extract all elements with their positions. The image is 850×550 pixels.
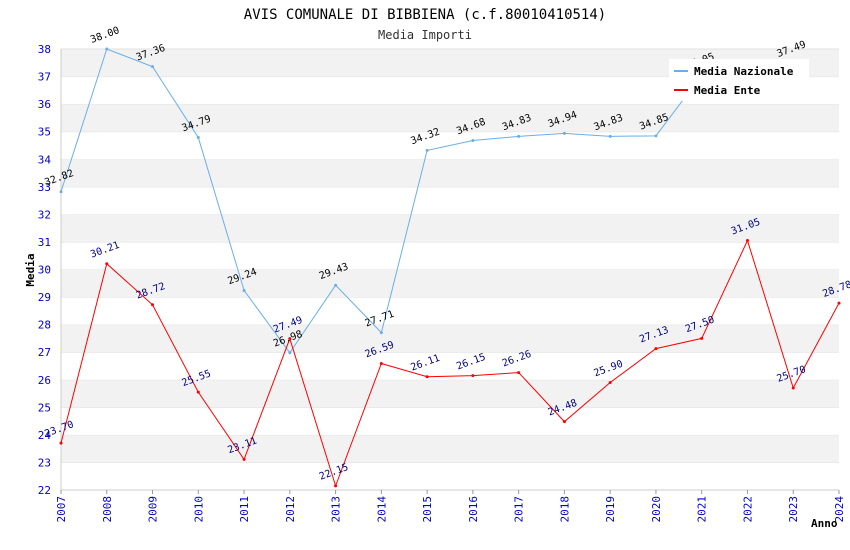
- data-point-ente: [334, 484, 338, 488]
- data-point-ente: [242, 457, 246, 461]
- data-point-ente: [471, 374, 475, 378]
- data-point-ente: [425, 375, 429, 379]
- y-tick-label: 33: [38, 181, 51, 194]
- y-tick-labels: 22 23 24 25 26 27 28 29 30 31 32 33 34 35 36 37 38: [38, 43, 52, 497]
- data-point-ente: [791, 386, 795, 390]
- y-tick-label: 34: [38, 153, 52, 166]
- x-tick-label: 2009: [147, 496, 160, 523]
- data-point-ente: [196, 390, 200, 394]
- data-point-ente: [654, 347, 658, 351]
- grid-band: [61, 379, 839, 408]
- y-tick-label: 37: [38, 71, 51, 84]
- x-tick-label: 2007: [55, 496, 68, 523]
- data-point-nazionale: [334, 283, 338, 287]
- legend: Media Nazionale Media Ente: [669, 59, 809, 101]
- y-tick-label: 32: [38, 208, 51, 221]
- data-point-nazionale: [471, 139, 475, 143]
- y-tick-label: 30: [38, 264, 51, 277]
- y-tick-label: 23: [38, 456, 51, 469]
- x-tick-label: 2012: [284, 496, 297, 523]
- x-tick-labels: 2007 2008 2009 2010 2011 2012 2013 2014 2015 2016…: [55, 490, 846, 523]
- y-tick-label: 26: [38, 374, 51, 387]
- data-point-ente: [288, 337, 292, 341]
- x-tick-label: 2022: [741, 496, 754, 523]
- grid-band: [61, 214, 839, 242]
- y-tick-label: 36: [38, 98, 51, 111]
- data-point-ente: [517, 371, 521, 375]
- axes: [60, 49, 839, 491]
- x-tick-label: 2024: [833, 496, 846, 523]
- grid-band: [61, 352, 839, 380]
- data-point-nazionale: [105, 47, 109, 51]
- grid-band: [61, 186, 839, 215]
- x-tick-label: 2021: [696, 496, 709, 523]
- data-point-nazionale: [379, 331, 383, 335]
- series-line-media-ente: [60, 239, 840, 488]
- legend-label-nazionale: Media Nazionale: [694, 65, 794, 78]
- grid-band: [61, 462, 839, 490]
- data-point-nazionale: [151, 65, 155, 69]
- legend-label-ente: Media Ente: [694, 84, 761, 97]
- grid-band: [61, 104, 839, 132]
- x-tick-label: 2015: [421, 496, 434, 523]
- data-point-nazionale: [242, 288, 246, 292]
- y-tick-label: 29: [38, 291, 51, 304]
- data-point-ente: [700, 336, 704, 340]
- y-axis-label: Media: [24, 253, 37, 286]
- grid-bands: [61, 48, 839, 490]
- grid-band: [61, 159, 839, 187]
- data-point-ente: [562, 420, 566, 424]
- grid-band: [61, 297, 839, 325]
- data-point-nazionale: [517, 134, 521, 138]
- grid-band: [61, 407, 839, 435]
- x-tick-label: 2013: [330, 496, 343, 523]
- grid-band: [61, 269, 839, 298]
- data-point-nazionale: [654, 134, 658, 138]
- grid-band: [61, 324, 839, 353]
- data-point-ente: [151, 303, 155, 307]
- x-axis-label: Anno: [811, 517, 838, 530]
- x-tick-label: 2017: [513, 496, 526, 523]
- legend-box: [669, 59, 809, 101]
- x-tick-label: 2019: [604, 496, 617, 523]
- chart-title: AVIS COMUNALE DI BIBBIENA (c.f.800104105…: [244, 7, 606, 23]
- grid-band: [61, 434, 839, 463]
- x-tick-label: 2018: [558, 496, 571, 523]
- x-tick-label: 2008: [101, 496, 114, 523]
- data-point-nazionale: [59, 190, 63, 194]
- y-tick-label: 28: [38, 319, 51, 332]
- grid-band: [61, 241, 839, 270]
- y-tick-label: 25: [38, 401, 51, 414]
- y-tick-label: 35: [38, 126, 51, 139]
- series-lines: [60, 48, 841, 488]
- data-point-nazionale: [288, 351, 292, 355]
- data-point-ente: [837, 301, 841, 305]
- data-point-nazionale: [608, 134, 612, 138]
- x-tick-label: 2010: [192, 496, 205, 523]
- y-tick-label: 31: [38, 236, 51, 249]
- data-point-ente: [105, 262, 109, 266]
- y-tick-label: 27: [38, 346, 51, 359]
- data-point-nazionale: [425, 148, 429, 152]
- x-tick-label: 2011: [238, 496, 251, 523]
- data-point-ente: [608, 381, 612, 385]
- chart-subtitle: Media Importi: [378, 28, 472, 42]
- data-point-ente: [379, 361, 383, 365]
- x-tick-label: 2020: [650, 496, 663, 523]
- data-point-nazionale: [562, 131, 566, 135]
- data-point-nazionale: [196, 135, 200, 139]
- x-tick-label: 2023: [787, 496, 800, 523]
- data-label-nazionale: 38.00: [89, 25, 121, 46]
- x-tick-label: 2016: [467, 496, 480, 523]
- data-point-ente: [59, 441, 63, 445]
- y-tick-label: 24: [38, 429, 52, 442]
- y-tick-label: 22: [38, 484, 51, 497]
- y-tick-label: 38: [38, 43, 51, 56]
- x-tick-label: 2014: [375, 496, 388, 523]
- data-point-ente: [745, 239, 749, 243]
